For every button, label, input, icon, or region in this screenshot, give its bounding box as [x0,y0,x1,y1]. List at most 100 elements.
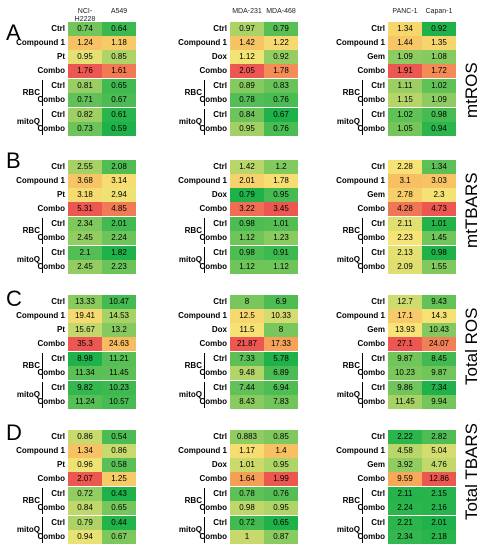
group-brace [204,517,205,543]
row-label: Gem [367,325,385,334]
heatmap-cell: 1.91 [388,64,422,78]
heatmap-cell: 3.45 [264,202,298,216]
group-brace [204,488,205,514]
row-label: Combo [37,532,65,541]
row-label: Ctrl [51,110,65,119]
row-label: Combo [357,368,385,377]
heatmap-cell: 2.13 [388,246,422,260]
heatmap-cell: 2.28 [388,160,422,174]
heatmap-cell: 0.81 [68,79,102,93]
group-label: RBC [342,88,360,97]
group-label: mitoQ [178,525,202,534]
row-label: Combo [37,66,65,75]
heatmap-cell: 0.65 [102,79,136,93]
heatmap-cell: 2.23 [388,231,422,245]
heatmap-cell: 11.45 [102,366,136,380]
group-label: RBC [342,496,360,505]
row-label: Ctrl [213,110,227,119]
heatmap-cell: 7.44 [230,381,264,395]
row-label: Pt [57,52,65,61]
row-label: Compound 1 [336,38,385,47]
row-label: Combo [199,397,227,406]
group-brace [362,517,363,543]
row-label: Ctrl [371,248,385,257]
group-brace [204,247,205,273]
group-brace [204,109,205,135]
row-label: Combo [37,262,65,271]
heatmap-cell: 1.34 [422,160,456,174]
row-label: Combo [357,233,385,242]
row-label: Dox [211,460,227,469]
row-label: Compound 1 [16,38,65,47]
heatmap-cell: 0.67 [102,530,136,544]
row-label: Ctrl [51,518,65,527]
group-label: mitoQ [16,525,40,534]
heatmap-cell: 10.47 [102,295,136,309]
heatmap-cell: 1.17 [230,444,264,458]
heatmap-cell: 1.76 [68,64,102,78]
heatmap-cell: 1.22 [264,36,298,50]
heatmap-cell: 1.78 [264,174,298,188]
heatmap-cell: 1.01 [422,217,456,231]
heatmap-cell: 0.43 [102,487,136,501]
heatmap-cell: 1.55 [422,260,456,274]
heatmap-cell: 1.42 [230,160,264,174]
row-label: Compound 1 [178,176,227,185]
heatmap-cell: 0.86 [102,444,136,458]
group-brace [362,109,363,135]
heatmap-cell: 2.09 [388,260,422,274]
row-label: Ctrl [371,110,385,119]
heatmap-cell: 0.72 [230,516,264,530]
heatmap-cell: 9.82 [68,381,102,395]
group-brace [362,80,363,106]
row-label: Combo [199,124,227,133]
heatmap-cell: 10.57 [102,395,136,409]
row-label: Compound 1 [178,311,227,320]
heatmap-cell: 2.34 [388,530,422,544]
heatmap-cell: 1.34 [68,444,102,458]
row-label: Ctrl [371,383,385,392]
heatmap-cell: 1.35 [422,36,456,50]
column-header: NCI-H2228 [74,8,96,23]
heatmap-cell: 0.78 [230,487,264,501]
heatmap-cell: 0.89 [230,79,264,93]
row-label: Combo [199,503,227,512]
row-label: Compound 1 [16,446,65,455]
heatmap-cell: 1.82 [102,246,136,260]
heatmap-cell: 0.85 [102,50,136,64]
heatmap-cell: 2.11 [388,487,422,501]
row-label: Combo [357,95,385,104]
group-label: mitoQ [336,525,360,534]
heatmap-cell: 13.93 [388,323,422,337]
heatmap-cell: 1.2 [264,160,298,174]
heatmap-cell: 11.21 [102,352,136,366]
row-label: Combo [357,339,385,348]
row-label: Combo [199,262,227,271]
row-label: Compound 1 [16,176,65,185]
heatmap-cell: 0.92 [264,50,298,64]
group-brace [362,382,363,408]
heatmap-cell: 0.95 [230,122,264,136]
heatmap-cell: 9.94 [422,395,456,409]
heatmap-cell: 13.2 [102,323,136,337]
heatmap-cell: 24.07 [422,337,456,351]
heatmap-cell: 3.68 [68,174,102,188]
row-label: Combo [357,474,385,483]
group-brace [42,218,43,244]
heatmap-cell: 0.98 [422,246,456,260]
heatmap-cell: 12.5 [230,309,264,323]
heatmap-cell: 2.3 [422,188,456,202]
row-label: Gem [367,52,385,61]
group-brace [362,488,363,514]
row-label: Ctrl [51,354,65,363]
row-label: Compound 1 [336,176,385,185]
heatmap-cell: 2.45 [68,231,102,245]
column-header: A549 [110,8,128,15]
group-label: mitoQ [178,390,202,399]
heatmap-cell: 2.15 [422,487,456,501]
heatmap-cell: 1.61 [102,64,136,78]
group-brace [42,488,43,514]
row-label: Combo [199,233,227,242]
row-label: Ctrl [51,81,65,90]
row-label: Dox [211,52,227,61]
